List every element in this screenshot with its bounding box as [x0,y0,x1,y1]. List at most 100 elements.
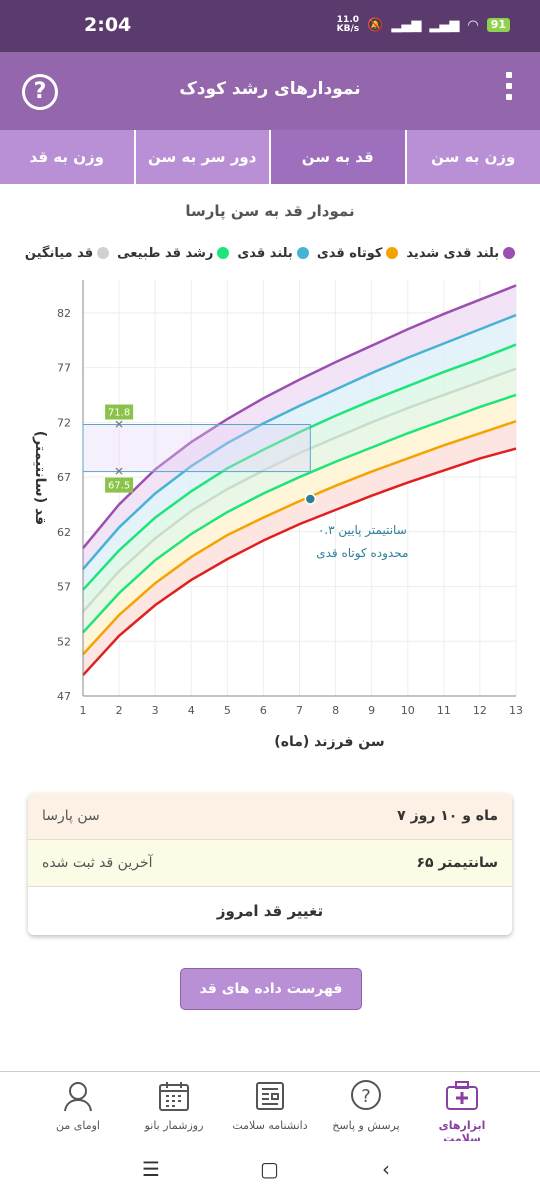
band-area [83,315,516,590]
status-icons: 11.0 KB/s 🔕 ▂▄▆ ▂▄▆ ◠ 91 [337,16,510,34]
x-tick-label: 6 [260,704,267,717]
recent-apps-icon[interactable]: ☰ [142,1157,160,1181]
x-tick-label: 2 [116,704,123,717]
age-value: ۷ ماه و ۱۰ روز [397,808,498,824]
tab-weight-for-height[interactable]: وزن به قد [29,148,104,166]
system-nav-bar: ☰ ▢ ‹ [0,1141,540,1200]
series-line-sd2 [82,313,517,570]
tab-head-for-age[interactable]: دور سر به سن [133,130,270,184]
y-tick-label: 72 [57,416,71,429]
series-line-sd_3 [82,447,517,677]
profile-icon [64,1082,92,1112]
tab-weight-for-age[interactable]: وزن به سن [404,130,540,184]
legend-dot [217,247,230,259]
nav-calendar[interactable]: روزشمار بانو [136,1072,212,1141]
age-label: سن پارسا [42,808,100,824]
range-marker: ✕ [114,418,124,432]
range-marker: ✕ [114,465,124,479]
question-bubble-icon: ? [351,1080,381,1110]
series-line-sd_1 [82,393,517,634]
series-line-sd1 [82,343,517,591]
legend-item: کوتاه قدی [317,240,399,266]
back-icon[interactable]: ‹ [382,1157,390,1181]
child-note-line1: ۰.۳ سانتیمتر پایین [318,523,407,538]
range-label-bg [105,404,134,420]
app-bar: ? نمودارهای رشد کودک [0,52,540,130]
age-row: سن پارسا ۷ ماه و ۱۰ روز [28,793,512,840]
newspaper-icon [256,1082,284,1110]
chart-tabs: وزن به سن قد به سن دور سر به سن وزن به ق… [0,130,540,184]
home-icon[interactable]: ▢ [260,1157,279,1181]
nav-health-tools[interactable]: ابزارهای سلامت [424,1072,500,1145]
bottom-nav: ابزارهای سلامت ? پرسش و پاسخ دانشنامه سل… [0,1071,540,1145]
x-tick-label: 12 [473,704,487,717]
height-data-list-button[interactable]: فهرست داده های قد پارسا [180,968,362,1037]
range-label: 71.8 [108,408,130,419]
legend-dot [386,247,399,259]
signal-icon-2: ▂▄▆ [429,17,460,33]
tab-height-for-age[interactable]: قد به سن [269,130,405,184]
x-tick-label: 3 [152,704,159,717]
y-tick-label: 62 [57,526,71,539]
series-line-sd3 [82,284,517,550]
x-tick-label: 8 [332,704,339,717]
child-point [304,493,317,505]
y-tick-label: 57 [57,581,71,594]
wifi-icon: ◠ [467,17,479,33]
x-tick-label: 1 [80,704,87,717]
legend-item: بلند قدی [237,240,309,266]
x-tick-label: 9 [368,704,375,717]
medical-kit-icon [446,1081,478,1110]
x-tick-label: 4 [188,704,195,717]
more-vertical-icon[interactable] [504,72,514,108]
band-area [83,368,516,633]
x-tick-label: 5 [224,704,231,717]
signal-icon: ▂▄▆ [391,17,422,33]
band-area [83,285,516,570]
band-area [83,344,516,612]
chart-title: نمودار قد به سن پارسا [185,202,355,220]
svg-text:?: ? [361,1086,371,1107]
legend-dot [503,247,516,259]
x-tick-label: 7 [296,704,303,717]
y-axis-label: قد (سانتیمتر) [32,431,48,525]
y-tick-label: 47 [57,690,71,703]
nav-profile[interactable]: اومای من [40,1072,116,1141]
calendar-icon [159,1082,189,1111]
nav-questions[interactable]: ? پرسش و پاسخ [328,1072,404,1141]
status-time: 2:04 [84,14,132,36]
legend-item: رشد قد طبیعی [117,240,230,266]
range-label: 67.5 [108,481,130,492]
question-icon[interactable]: ? [22,74,58,110]
x-axis-label: سن فرزند (ماه) [274,734,384,750]
x-tick-label: 10 [401,704,415,717]
range-label-bg [105,477,134,493]
mute-icon: 🔕 [367,17,384,33]
net-speed: 11.0 KB/s [336,15,360,34]
series-line-median [82,367,517,613]
chart-legend: بلند قدی شدید کوتاه قدی بلند قدی رشد قد … [0,240,540,266]
x-tick-label: 11 [437,704,451,717]
status-bar: 2:04 11.0 KB/s 🔕 ▂▄▆ ▂▄▆ ◠ 91 [0,0,540,52]
battery-icon: 91 [486,18,510,32]
change-height-button[interactable]: تغییر قد امروز [216,902,324,920]
y-tick-label: 52 [57,635,71,648]
legend-dot [97,247,110,259]
y-tick-label: 77 [57,362,71,375]
height-label: آخرین قد ثبت شده [42,855,153,871]
legend-dot [296,247,309,259]
height-row: آخرین قد ثبت شده ۶۵ سانتیمتر [28,840,512,887]
info-card: سن پارسا ۷ ماه و ۱۰ روز آخرین قد ثبت شده… [28,793,512,935]
height-value: ۶۵ سانتیمتر [416,855,499,871]
nav-encyclopedia[interactable]: دانشنامه سلامت [232,1072,308,1141]
highlight-range-box [82,424,311,473]
x-tick-label: 13 [509,704,523,717]
page-title: نمودارهای رشد کودک [179,79,361,99]
legend-item: قد میانگین [25,240,110,266]
y-tick-label: 67 [57,471,71,484]
child-note-line2: محدوده کوتاه قدی [316,546,408,561]
series-line-sd_2 [82,420,517,656]
y-tick-label: 82 [57,307,71,320]
band-area [83,421,516,676]
